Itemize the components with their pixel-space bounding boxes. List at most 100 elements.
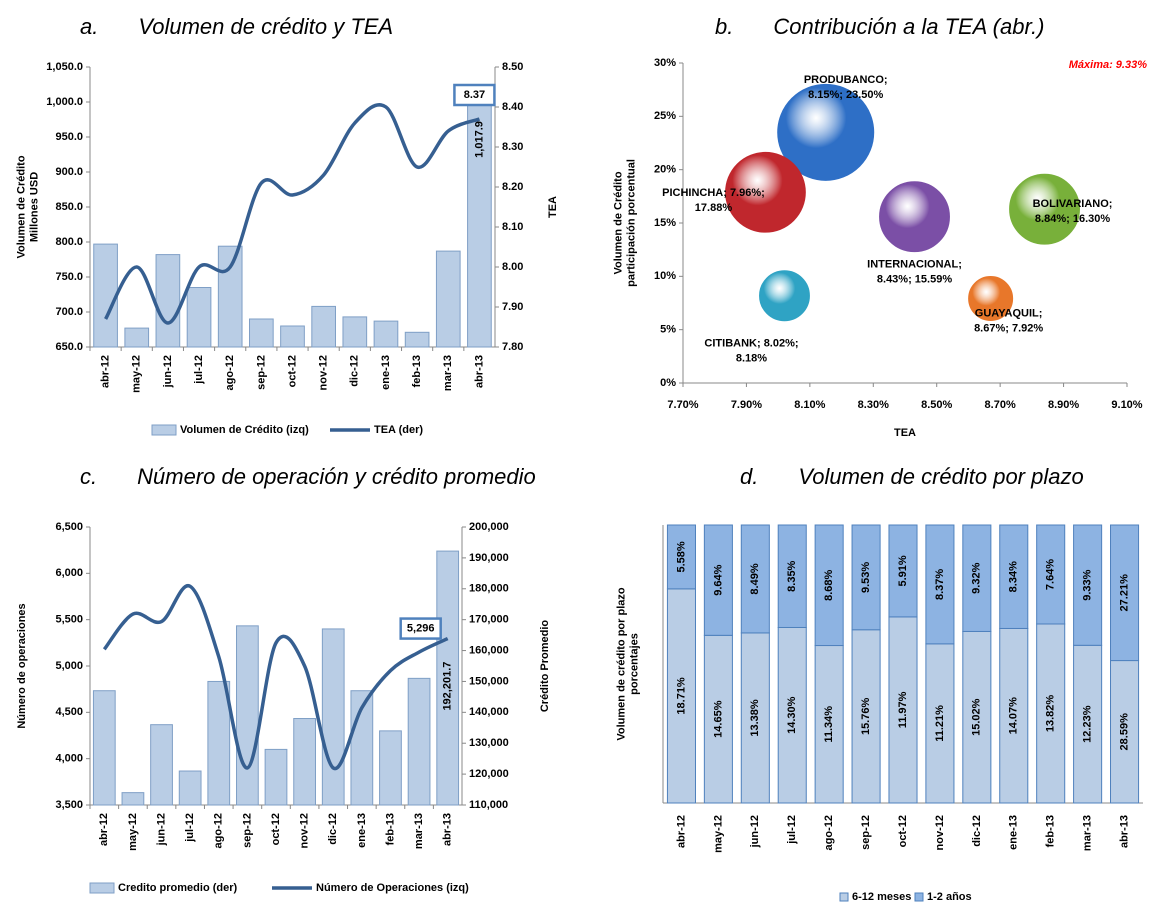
legend-swatch: [914, 892, 924, 902]
bar-segment: [999, 627, 1029, 804]
y-tick-label: 900.0: [55, 166, 83, 178]
bar-value-label: 14.30%: [786, 696, 798, 734]
axis-title: Volumen de Crédito: [612, 171, 624, 274]
legend-swatch: [151, 424, 177, 436]
bar-value-label: 28.59%: [1118, 713, 1130, 751]
x-tick-label: may-12: [712, 815, 724, 853]
bar: [436, 550, 460, 806]
bar-segment: [999, 524, 1029, 629]
y-tick-label: 1,000.0: [46, 96, 83, 108]
bar-segment: [1073, 644, 1103, 804]
bar-segment: [740, 524, 770, 634]
y-tick-label: 4,000: [55, 753, 83, 765]
chart-label: c.: [80, 464, 97, 489]
bar-value-label: 5.91%: [897, 555, 909, 586]
x-tick-label: jul-12: [184, 813, 196, 843]
y-tick-label: 0%: [660, 377, 676, 389]
bubble-label: 8.67%; 7.92%: [974, 322, 1043, 334]
x-tick-label: jul-12: [193, 355, 205, 385]
bar-segment: [777, 626, 807, 804]
legend-label: Volumen de Crédito (izq): [180, 424, 309, 436]
y-tick-label: 15%: [654, 217, 676, 229]
y2-tick-label: 160,000: [469, 644, 509, 656]
bar-segment: [962, 524, 992, 632]
x-tick-label: 8.70%: [985, 399, 1016, 411]
y2-tick-label: 8.10: [502, 221, 523, 233]
y2-tick-label: 120,000: [469, 768, 509, 780]
line-value-label: 5,296: [407, 622, 435, 634]
bar: [373, 320, 399, 348]
y-tick-label: 30%: [654, 57, 676, 69]
bar-value-label: 9.64%: [712, 564, 724, 595]
x-tick-label: sep-12: [255, 355, 267, 390]
bar-segment: [1073, 524, 1103, 646]
y-tick-label: 700.0: [55, 306, 83, 318]
x-tick-label: jun-12: [155, 813, 167, 846]
y2-tick-label: 140,000: [469, 706, 509, 718]
y-tick-label: 5%: [660, 324, 676, 336]
axis-title: Volumen de Crédito: [15, 155, 27, 258]
bar-value-label: 1,017.9: [473, 121, 485, 158]
bar-segment: [777, 524, 807, 628]
bar-segment: [851, 524, 881, 631]
bar-value-label: 9.33%: [1082, 569, 1094, 600]
y-tick-label: 5,000: [55, 660, 83, 672]
y-tick-label: 800.0: [55, 236, 83, 248]
bar-value-label: 9.32%: [971, 562, 983, 593]
bar-value-label: 15.76%: [860, 698, 872, 736]
chart-label: d.: [740, 464, 758, 489]
y2-tick-label: 8.20: [502, 181, 523, 193]
bar-value-label: 8.68%: [823, 569, 835, 600]
x-tick-label: nov-12: [318, 355, 330, 390]
bar-value-label: 27.21%: [1118, 574, 1130, 612]
bar: [407, 677, 431, 806]
y2-tick-label: 8.50: [502, 61, 523, 73]
chart-title: b. Contribución a la TEA (abr.): [715, 14, 1044, 39]
bubble-label: 8.15%; 23.50%: [808, 89, 883, 101]
chart-title: c. Número de operación y crédito promedio: [80, 464, 536, 489]
bubble-label: BOLIVARIANO;: [1033, 198, 1113, 210]
bar-value-label: 5.58%: [675, 541, 687, 572]
x-tick-label: abr-13: [442, 813, 454, 846]
bar-segment: [740, 632, 770, 804]
bubble-label: PICHINCHA; 7.96%;: [662, 187, 765, 199]
bar: [186, 287, 212, 348]
x-tick-label: abr-13: [473, 355, 485, 388]
bar: [321, 628, 345, 806]
bar-segment: [1110, 524, 1140, 662]
bubble: [879, 181, 950, 253]
bar-value-label: 7.64%: [1045, 559, 1057, 590]
axis-title: Volumen de crédito por plazo: [615, 587, 627, 740]
x-tick-label: ene-13: [1008, 815, 1020, 850]
x-tick-label: dic-12: [971, 815, 983, 847]
line-value-label: 8.37: [464, 89, 485, 101]
bar-value-label: 8.49%: [749, 563, 761, 594]
legend-label: TEA (der): [374, 424, 423, 436]
y2-tick-label: 130,000: [469, 737, 509, 749]
y-tick-label: 3,500: [55, 799, 83, 811]
bar: [155, 254, 181, 348]
bar-value-label: 11.34%: [823, 706, 835, 743]
bar-segment: [925, 524, 955, 645]
bar-value-label: 13.82%: [1045, 695, 1057, 733]
y-tick-label: 6,000: [55, 567, 83, 579]
bar-value-label: 18.71%: [675, 677, 687, 715]
legend-label: 6-12 meses: [852, 891, 911, 903]
y-tick-label: 950.0: [55, 131, 83, 143]
x-tick-label: mar-13: [413, 813, 425, 849]
chart-title: d. Volumen de crédito por plazo: [740, 464, 1084, 489]
bar-value-label: 15.02%: [971, 698, 983, 736]
y2-tick-label: 200,000: [469, 521, 509, 533]
bar-segment: [1110, 660, 1140, 804]
y2-tick-label: 190,000: [469, 552, 509, 564]
bar: [404, 331, 430, 348]
chart-title-text: Volumen de crédito y TEA: [138, 14, 393, 39]
line: [104, 103, 481, 325]
x-tick-label: 7.90%: [731, 399, 762, 411]
bar-segment: [1036, 623, 1066, 804]
y-tick-label: 750.0: [55, 271, 83, 283]
x-tick-label: jun-12: [162, 355, 174, 388]
y-tick-label: 25%: [654, 110, 676, 122]
bar: [93, 243, 118, 348]
